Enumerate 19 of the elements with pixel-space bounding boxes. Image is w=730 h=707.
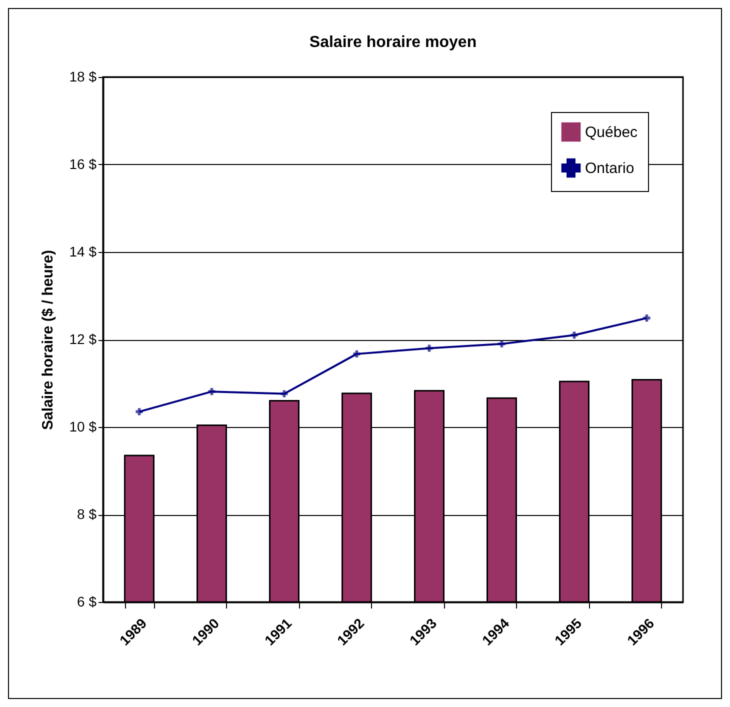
point — [570, 332, 578, 339]
y-tick-label: 6 $ — [77, 594, 97, 610]
y-tick-label: 8 $ — [77, 506, 97, 522]
point — [353, 350, 360, 358]
chart-title: Salaire horaire moyen — [309, 34, 477, 51]
point — [280, 390, 288, 398]
legend-label: Ontario — [585, 160, 634, 177]
y-tick-label: 10 $ — [69, 418, 97, 434]
y-tick-label: 14 $ — [69, 244, 97, 260]
y-tick-label: 16 $ — [69, 156, 97, 172]
legend-label: Québec — [585, 124, 638, 141]
y-tick-label: 18 $ — [69, 68, 97, 84]
point — [136, 408, 143, 416]
point — [208, 388, 216, 396]
y-axis-title: Salaire horaire ($ / heure) — [39, 250, 56, 430]
y-tick-label: 12 $ — [69, 331, 97, 347]
point — [498, 340, 506, 348]
point — [643, 314, 650, 322]
point — [426, 344, 433, 352]
